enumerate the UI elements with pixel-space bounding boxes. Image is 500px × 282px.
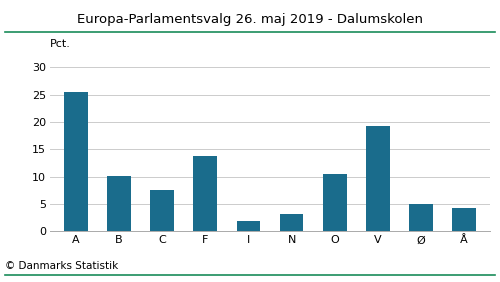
Bar [150, 190, 174, 231]
Bar [452, 208, 476, 231]
Bar [323, 174, 346, 231]
Text: Pct.: Pct. [50, 39, 71, 49]
Bar [366, 126, 390, 231]
Text: © Danmarks Statistik: © Danmarks Statistik [5, 261, 118, 271]
Bar [280, 214, 303, 231]
Bar [236, 221, 260, 231]
Bar [107, 176, 131, 231]
Bar [409, 204, 433, 231]
Text: Europa-Parlamentsvalg 26. maj 2019 - Dalumskolen: Europa-Parlamentsvalg 26. maj 2019 - Dal… [77, 13, 423, 26]
Bar [194, 156, 217, 231]
Bar [64, 92, 88, 231]
